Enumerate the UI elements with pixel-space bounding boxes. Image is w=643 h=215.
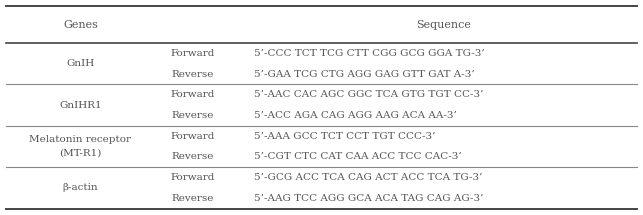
Text: 5’-GCG ACC TCA CAG ACT ACC TCA TG-3’: 5’-GCG ACC TCA CAG ACT ACC TCA TG-3’ [254,173,482,182]
Text: 5’-AAG TCC AGG GCA ACA TAG CAG AG-3’: 5’-AAG TCC AGG GCA ACA TAG CAG AG-3’ [254,194,484,203]
Text: 5’-CGT CTC CAT CAA ACC TCC CAC-3’: 5’-CGT CTC CAT CAA ACC TCC CAC-3’ [254,152,462,161]
Text: 5’-CCC TCT TCG CTT CGG GCG GGA TG-3’: 5’-CCC TCT TCG CTT CGG GCG GGA TG-3’ [254,49,485,58]
Text: Reverse: Reverse [172,111,214,120]
Text: Forward: Forward [170,49,215,58]
Text: Melatonin receptor: Melatonin receptor [30,135,131,144]
Text: 5’-AAC CAC AGC GGC TCA GTG TGT CC-3’: 5’-AAC CAC AGC GGC TCA GTG TGT CC-3’ [254,90,484,99]
Text: Forward: Forward [170,173,215,182]
Text: Sequence: Sequence [416,20,471,30]
Text: 5’-ACC AGA CAG AGG AAG ACA AA-3’: 5’-ACC AGA CAG AGG AAG ACA AA-3’ [254,111,457,120]
Text: Forward: Forward [170,132,215,141]
Text: GnIH: GnIH [66,59,95,68]
Text: Genes: Genes [63,20,98,30]
Text: GnIHR1: GnIHR1 [59,101,102,110]
Text: Reverse: Reverse [172,152,214,161]
Text: 5’-GAA TCG CTG AGG GAG GTT GAT A-3’: 5’-GAA TCG CTG AGG GAG GTT GAT A-3’ [254,69,475,78]
Text: Forward: Forward [170,90,215,99]
Text: Reverse: Reverse [172,194,214,203]
Text: Reverse: Reverse [172,69,214,78]
Text: 5’-AAA GCC TCT CCT TGT CCC-3’: 5’-AAA GCC TCT CCT TGT CCC-3’ [254,132,435,141]
Text: β-actin: β-actin [62,183,98,192]
Text: (MT-R1): (MT-R1) [59,149,102,158]
